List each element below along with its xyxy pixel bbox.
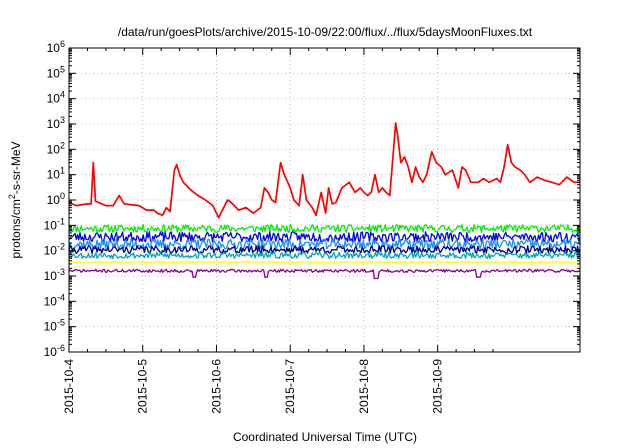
series-line-6 bbox=[68, 251, 581, 260]
y-axis-label: protons/cm2-s-sr-MeV bbox=[7, 141, 23, 258]
series-line-1 bbox=[68, 122, 580, 219]
y-tick-label: 10-4 bbox=[44, 292, 65, 308]
x-tick-label: 2015-10-9 bbox=[431, 359, 445, 414]
grid bbox=[69, 48, 580, 352]
series-group bbox=[68, 122, 581, 280]
y-tick-label: 100 bbox=[47, 191, 65, 207]
y-tick-label: 10-5 bbox=[44, 318, 65, 334]
x-tick-label: 2015-10-5 bbox=[136, 359, 150, 414]
y-axis: 10-6 10-5 10-4 10-3 10-2 10-1 100 101 102 103 104 1… bbox=[44, 39, 580, 359]
series-line-8 bbox=[68, 268, 581, 280]
y-tick-label: 104 bbox=[47, 90, 65, 106]
chart-title: /data/run/goesPlots/archive/2015-10-09/2… bbox=[118, 25, 533, 39]
x-axis-label: Coordinated Universal Time (UTC) bbox=[233, 430, 417, 444]
y-tick-label: 103 bbox=[47, 115, 65, 131]
x-tick-label: 2015-10-8 bbox=[357, 359, 371, 414]
series-line-5 bbox=[68, 245, 581, 255]
series-line-4 bbox=[68, 238, 581, 250]
y-tick-label: 10-6 bbox=[44, 343, 65, 359]
y-tick-label: 10-3 bbox=[44, 267, 65, 283]
y-tick-label: 10-2 bbox=[44, 242, 65, 258]
x-axis: 2015-10-4 2015-10-5 2015-10-6 2015-10-7 2015… bbox=[62, 48, 494, 414]
y-tick-label: 106 bbox=[47, 39, 65, 55]
x-tick-label: 2015-10-7 bbox=[283, 359, 297, 414]
y-tick-label: 105 bbox=[47, 64, 65, 80]
series-line-2 bbox=[68, 224, 581, 233]
y-tick-label: 102 bbox=[47, 140, 65, 156]
x-tick-label: 2015-10-4 bbox=[62, 359, 76, 414]
y-tick-label: 101 bbox=[47, 166, 65, 182]
y-tick-label: 10-1 bbox=[44, 216, 65, 232]
series-line-7 bbox=[68, 261, 581, 264]
x-tick-label: 2015-10-6 bbox=[209, 359, 223, 414]
